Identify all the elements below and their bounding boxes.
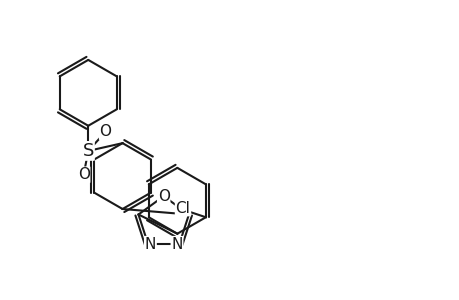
Text: Cl: Cl xyxy=(175,201,190,216)
Text: O: O xyxy=(78,167,90,182)
Text: N: N xyxy=(171,237,182,252)
Text: O: O xyxy=(100,124,112,139)
Text: S: S xyxy=(82,142,94,160)
Text: O: O xyxy=(157,189,169,204)
Text: N: N xyxy=(145,237,156,252)
